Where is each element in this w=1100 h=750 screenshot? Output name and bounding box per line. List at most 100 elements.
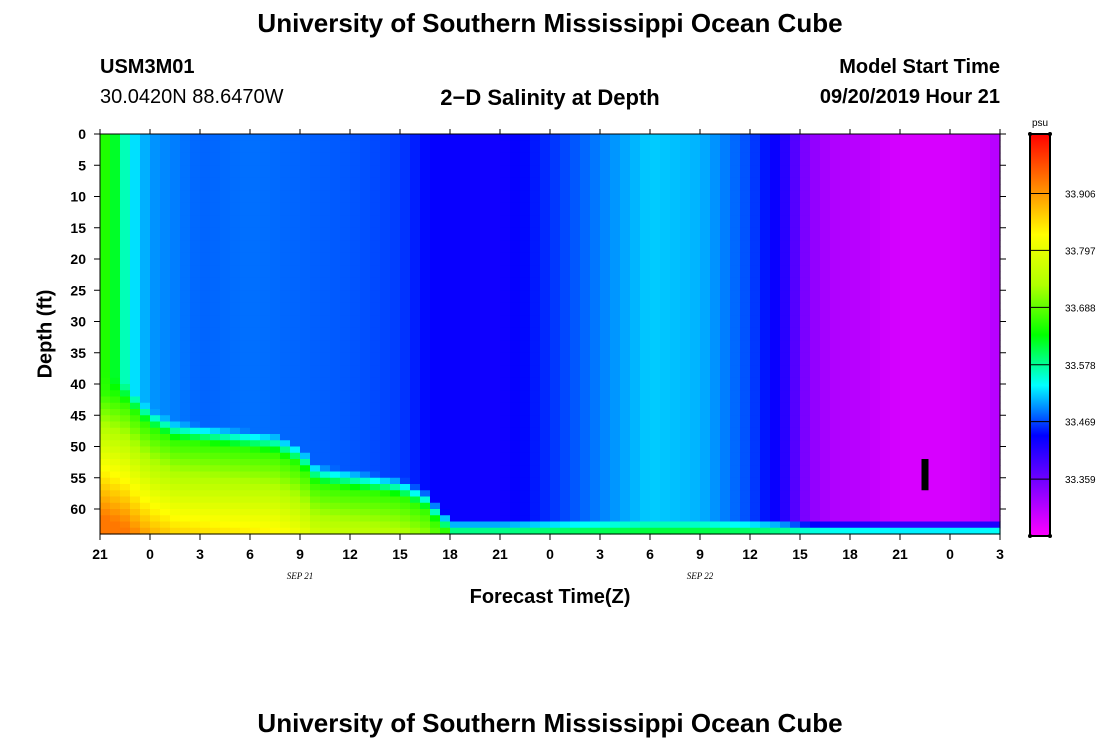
heatmap-cell	[200, 509, 211, 516]
heatmap-cell	[230, 509, 241, 516]
heatmap-cell	[780, 209, 791, 216]
heatmap-cell	[360, 296, 371, 304]
heatmap-cell	[240, 509, 251, 516]
heatmap-cell	[590, 334, 601, 341]
heatmap-cell	[190, 452, 201, 460]
heatmap-cell	[630, 527, 641, 535]
heatmap-cell	[250, 196, 261, 204]
heatmap-cell	[640, 184, 651, 191]
heatmap-cell	[700, 196, 711, 204]
heatmap-cell	[720, 446, 731, 454]
heatmap-cell	[420, 359, 431, 366]
heatmap-cell	[730, 452, 741, 460]
heatmap-cell	[610, 327, 621, 335]
heatmap-cell	[430, 209, 441, 216]
heatmap-cell	[340, 215, 351, 223]
heatmap-cell	[590, 390, 601, 398]
heatmap-cell	[190, 352, 201, 360]
heatmap-cell	[800, 165, 811, 173]
heatmap-cell	[460, 152, 471, 160]
heatmap-cell	[840, 440, 851, 448]
heatmap-cell	[870, 440, 881, 448]
heatmap-cell	[220, 240, 231, 248]
heatmap-cell	[790, 296, 801, 304]
heatmap-cell	[480, 221, 491, 229]
heatmap-cell	[740, 302, 751, 310]
heatmap-cell	[350, 290, 361, 298]
heatmap-cell	[460, 321, 471, 329]
heatmap-cell	[120, 296, 131, 304]
heatmap-cell	[250, 140, 261, 148]
heatmap-cell	[390, 277, 401, 285]
heatmap-cell	[140, 240, 151, 248]
heatmap-cell	[850, 359, 861, 366]
heatmap-cell	[360, 196, 371, 204]
heatmap-cell	[520, 352, 531, 360]
heatmap-cell	[110, 365, 121, 373]
heatmap-cell	[550, 196, 561, 204]
heatmap-cell	[720, 477, 731, 485]
heatmap-cell	[640, 190, 651, 198]
heatmap-cell	[730, 227, 741, 235]
heatmap-cell	[470, 340, 481, 348]
heatmap-cell	[690, 146, 701, 154]
heatmap-cell	[720, 184, 731, 191]
heatmap-cell	[470, 140, 481, 148]
heatmap-cell	[480, 315, 491, 323]
heatmap-cell	[670, 165, 681, 173]
heatmap-cell	[310, 384, 321, 391]
heatmap-cell	[200, 252, 211, 260]
heatmap-cell	[740, 452, 751, 460]
heatmap-cell	[290, 440, 301, 448]
heatmap-cell	[100, 184, 111, 191]
heatmap-cell	[820, 184, 831, 191]
heatmap-cell	[220, 315, 231, 323]
heatmap-cell	[860, 359, 871, 366]
heatmap-cell	[200, 402, 211, 410]
heatmap-cell	[400, 502, 411, 510]
heatmap-cell	[500, 190, 511, 198]
heatmap-cell	[230, 234, 241, 241]
heatmap-cell	[120, 290, 131, 298]
heatmap-cell	[600, 477, 611, 485]
heatmap-cell	[370, 327, 381, 335]
heatmap-cell	[850, 434, 861, 441]
heatmap-cell	[440, 209, 451, 216]
heatmap-cell	[410, 134, 421, 141]
heatmap-cell	[510, 409, 521, 416]
heatmap-cell	[640, 152, 651, 160]
heatmap-cell	[760, 352, 771, 360]
heatmap-cell	[300, 352, 311, 360]
heatmap-cell	[280, 184, 291, 191]
heatmap-cell	[210, 315, 221, 323]
heatmap-cell	[450, 415, 461, 423]
heatmap-cell	[180, 396, 191, 404]
heatmap-cell	[390, 134, 401, 141]
heatmap-cell	[320, 321, 331, 329]
heatmap-cell	[100, 409, 111, 416]
heatmap-cell	[240, 452, 251, 460]
heatmap-cell	[300, 434, 311, 441]
heatmap-cell	[740, 365, 751, 373]
heatmap-cell	[870, 465, 881, 473]
heatmap-cell	[510, 252, 521, 260]
heatmap-cell	[360, 215, 371, 223]
heatmap-cell	[510, 140, 521, 148]
heatmap-cell	[490, 327, 501, 335]
heatmap-cell	[650, 284, 661, 291]
heatmap-cell	[660, 284, 671, 291]
heatmap-cell	[110, 159, 121, 166]
heatmap-cell	[770, 409, 781, 416]
heatmap-cell	[160, 265, 171, 273]
heatmap-cell	[630, 134, 641, 141]
heatmap-cell	[360, 177, 371, 185]
heatmap-cell	[390, 459, 401, 466]
heatmap-cell	[170, 477, 181, 485]
heatmap-cell	[450, 390, 461, 398]
heatmap-cell	[820, 340, 831, 348]
heatmap-cell	[390, 209, 401, 216]
heatmap-cell	[550, 209, 561, 216]
heatmap-cell	[360, 384, 371, 391]
heatmap-cell	[290, 321, 301, 329]
heatmap-cell	[580, 315, 591, 323]
